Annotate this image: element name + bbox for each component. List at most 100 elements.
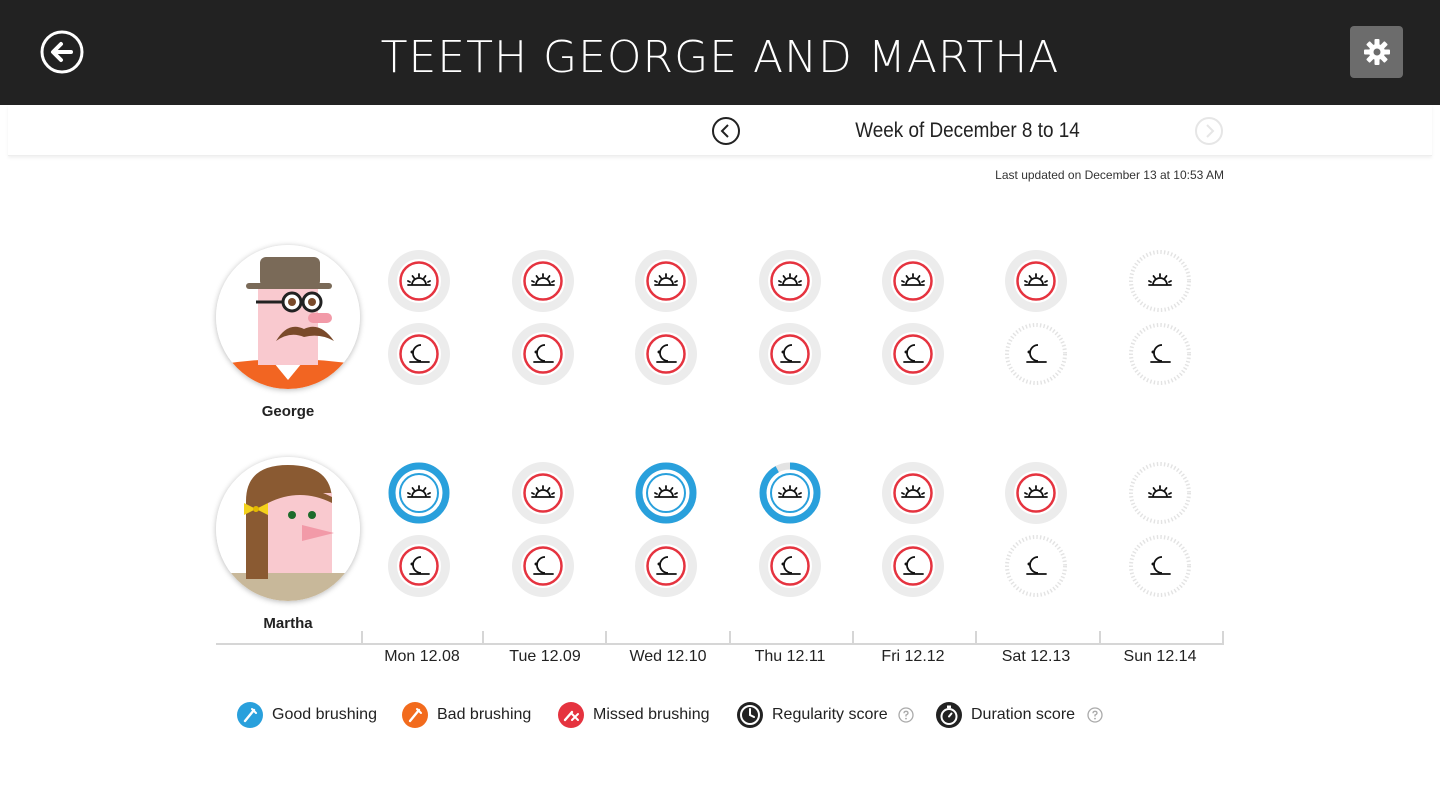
moon-icon: [780, 556, 801, 575]
legend-duration-score: Duration score: [935, 700, 1075, 730]
day-label-tue: Tue 12.09: [509, 648, 581, 665]
legend-good-label: Good brushing: [272, 706, 377, 723]
legend-missed-label: Missed brushing: [593, 706, 710, 723]
legend-bad-brushing: Bad brushing: [401, 700, 531, 730]
sunrise-icon: [1024, 485, 1048, 498]
session-george-morning-2[interactable]: [634, 249, 698, 313]
settings-button[interactable]: [1350, 26, 1403, 78]
toothbrush-good-icon: [237, 702, 263, 728]
previous-week-button[interactable]: [711, 116, 741, 146]
session-martha-morning-2[interactable]: [634, 461, 698, 525]
session-george-morning-1[interactable]: [511, 249, 575, 313]
legend-bad-label: Bad brushing: [437, 706, 532, 723]
session-martha-evening-5[interactable]: [1004, 534, 1068, 598]
session-martha-evening-6[interactable]: [1128, 534, 1192, 598]
week-bar: [8, 105, 1432, 156]
session-george-morning-6[interactable]: [1128, 249, 1192, 313]
next-week-button[interactable]: [1194, 116, 1224, 146]
session-george-evening-6[interactable]: [1128, 322, 1192, 386]
moon-icon: [903, 344, 924, 363]
session-george-morning-3[interactable]: [758, 249, 822, 313]
back-button[interactable]: [40, 30, 84, 74]
page-title: TEETH GEORGE AND MARTHA: [380, 32, 1060, 83]
moon-icon: [656, 344, 677, 363]
session-george-morning-5[interactable]: [1004, 249, 1068, 313]
moon-icon: [903, 556, 924, 575]
axis-tick: [729, 631, 731, 644]
martha-portrait-icon: [216, 457, 360, 601]
sunrise-icon: [654, 485, 678, 498]
session-martha-morning-6[interactable]: [1128, 461, 1192, 525]
moon-icon: [1026, 556, 1047, 575]
session-george-evening-3[interactable]: [758, 322, 822, 386]
legend-good-brushing: Good brushing: [236, 700, 377, 730]
sunrise-icon: [654, 273, 678, 286]
session-martha-morning-3[interactable]: [758, 461, 822, 525]
day-axis: [216, 643, 1224, 645]
sunrise-icon: [531, 485, 555, 498]
session-martha-morning-0[interactable]: [387, 461, 451, 525]
day-label-fri: Fri 12.12: [881, 648, 945, 665]
sunrise-icon: [901, 273, 925, 286]
session-martha-evening-4[interactable]: [881, 534, 945, 598]
day-label-mon: Mon 12.08: [384, 648, 460, 665]
legend-regularity-label: Regularity score: [772, 706, 888, 723]
avatar-george[interactable]: [216, 245, 360, 389]
sunrise-icon: [778, 485, 802, 498]
day-label-sun: Sun 12.14: [1123, 648, 1197, 665]
axis-tick: [975, 631, 977, 644]
axis-tick: [1099, 631, 1101, 644]
moon-icon: [1150, 344, 1171, 363]
legend-missed-brushing: Missed brushing: [557, 700, 710, 730]
session-martha-evening-3[interactable]: [758, 534, 822, 598]
toothbrush-bad-icon: [402, 702, 428, 728]
regularity-help-icon[interactable]: [898, 707, 914, 723]
clock-icon: [737, 702, 763, 728]
sunrise-icon: [778, 273, 802, 286]
sunrise-icon: [531, 273, 555, 286]
session-martha-morning-1[interactable]: [511, 461, 575, 525]
avatar-martha[interactable]: [216, 457, 360, 601]
sunrise-icon: [901, 485, 925, 498]
session-martha-evening-0[interactable]: [387, 534, 451, 598]
back-arrow-icon: [40, 30, 84, 74]
sunrise-icon: [1148, 485, 1172, 498]
legend-regularity-score: Regularity score: [736, 700, 888, 730]
session-george-evening-5[interactable]: [1004, 322, 1068, 386]
duration-help-icon[interactable]: [1087, 707, 1103, 723]
session-george-morning-4[interactable]: [881, 249, 945, 313]
sunrise-icon: [1024, 273, 1048, 286]
george-portrait-icon: [216, 245, 360, 389]
last-updated-text: Last updated on December 13 at 10:53 AM: [995, 168, 1224, 182]
session-martha-morning-4[interactable]: [881, 461, 945, 525]
moon-icon: [1150, 556, 1171, 575]
session-martha-morning-5[interactable]: [1004, 461, 1068, 525]
axis-tick: [852, 631, 854, 644]
moon-icon: [409, 344, 430, 363]
day-label-sat: Sat 12.13: [1001, 648, 1071, 665]
day-label-wed: Wed 12.10: [629, 648, 707, 665]
chevron-right-icon: [1195, 117, 1223, 145]
session-george-evening-0[interactable]: [387, 322, 451, 386]
week-label: Week of December 8 to 14: [855, 119, 1080, 142]
chevron-left-icon: [712, 117, 740, 145]
day-label-thu: Thu 12.11: [754, 648, 826, 665]
sunrise-icon: [1148, 273, 1172, 286]
gear-icon: [1364, 39, 1390, 65]
moon-icon: [533, 556, 554, 575]
axis-tick: [605, 631, 607, 644]
moon-icon: [409, 556, 430, 575]
session-martha-evening-1[interactable]: [511, 534, 575, 598]
session-martha-evening-2[interactable]: [634, 534, 698, 598]
session-george-evening-4[interactable]: [881, 322, 945, 386]
axis-tick: [482, 631, 484, 644]
top-bar: [0, 0, 1440, 105]
moon-icon: [1026, 344, 1047, 363]
person-name-martha: Martha: [263, 615, 313, 632]
session-george-evening-1[interactable]: [511, 322, 575, 386]
session-george-evening-2[interactable]: [634, 322, 698, 386]
toothbrush-missed-icon: [558, 702, 584, 728]
axis-tick: [361, 631, 363, 644]
session-george-morning-0[interactable]: [387, 249, 451, 313]
moon-icon: [533, 344, 554, 363]
